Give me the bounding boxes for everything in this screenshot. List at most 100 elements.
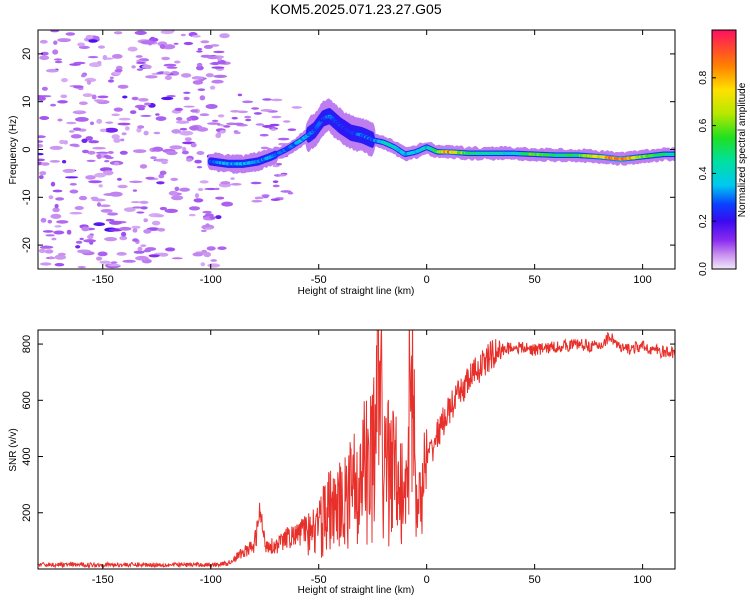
noise-blob (57, 100, 68, 104)
noise-blob (190, 142, 197, 148)
noise-blob (272, 180, 279, 183)
colorbar-tick-label: 0.6 (698, 118, 709, 132)
noise-blob (87, 56, 99, 59)
noise-blob (157, 41, 168, 47)
noise-blob (160, 30, 174, 35)
noise-blob (78, 195, 88, 201)
noise-blob (40, 262, 52, 266)
noise-blob (52, 207, 60, 213)
noise-blob (220, 181, 231, 185)
noise-blob (54, 254, 67, 260)
noise-blob (60, 94, 68, 99)
noise-blob (231, 116, 238, 120)
noise-blob (109, 76, 114, 80)
noise-blob (118, 226, 132, 231)
noise-blob (39, 171, 47, 176)
noise-blob (193, 198, 204, 203)
noise-blob (38, 248, 46, 253)
noise-blob (82, 149, 89, 154)
noise-blob (173, 42, 179, 45)
x-tick-label: -50 (311, 574, 327, 586)
noise-blob (219, 124, 225, 127)
noise-blob (262, 98, 272, 101)
noise-blob (282, 120, 291, 123)
noise-blob (99, 204, 111, 208)
noise-blob (200, 262, 206, 267)
noise-blob (196, 151, 205, 155)
snr-series-line (38, 330, 675, 569)
noise-blob (121, 231, 127, 237)
noise-blob (159, 170, 167, 175)
noise-blob (261, 109, 273, 112)
noise-blob (85, 136, 93, 141)
noise-blob (230, 177, 235, 180)
noise-blob (46, 68, 59, 73)
noise-blob (209, 85, 216, 90)
noise-blob (163, 71, 171, 75)
noise-blob (42, 230, 54, 233)
noise-blob (154, 214, 165, 218)
noise-blob (88, 140, 100, 144)
noise-blob (233, 122, 244, 126)
noise-blob (196, 65, 204, 71)
noise-blob (138, 98, 149, 102)
noise-blob (40, 51, 49, 56)
noise-blob (221, 201, 234, 207)
noise-blob (136, 68, 143, 71)
noise-blob (217, 246, 227, 250)
noise-blob (98, 184, 103, 188)
noise-blob (132, 228, 138, 233)
noise-blob (85, 175, 96, 180)
noise-blob (161, 160, 168, 165)
noise-blob (176, 117, 183, 121)
noise-blob (127, 46, 138, 52)
noise-blob (199, 180, 209, 184)
noise-blob (65, 176, 79, 179)
spectrogram-y-axis: -20 -10 0 10 20 (21, 48, 675, 253)
noise-blob (223, 125, 231, 128)
noise-blob (69, 183, 77, 186)
noise-blob (211, 119, 219, 122)
noise-blob (38, 143, 44, 148)
colorbar (711, 29, 737, 270)
noise-blob (81, 138, 88, 143)
noise-blob (217, 57, 222, 61)
noise-blob (176, 120, 190, 124)
noise-blob (53, 58, 63, 61)
noise-blob (97, 95, 109, 99)
spectrogram-y-label: Frequency (Hz) (8, 116, 19, 185)
noise-blob (200, 40, 210, 44)
noise-blob (69, 189, 79, 194)
noise-blob (141, 64, 152, 69)
noise-blob (261, 194, 270, 197)
noise-blob (119, 235, 128, 241)
noise-blob (38, 158, 46, 162)
noise-blob (73, 127, 82, 131)
noise-blob (105, 218, 115, 222)
noise-blob (52, 49, 59, 55)
noise-blob (191, 35, 201, 38)
x-tick-label: 100 (633, 274, 651, 286)
snr-y-axis: 200 400 600 800 (21, 335, 675, 522)
noise-blob (38, 140, 44, 143)
noise-blob (94, 172, 106, 178)
noise-blob (215, 196, 225, 200)
noise-blob (157, 228, 166, 232)
noise-blob (88, 180, 102, 184)
noise-blob (68, 130, 75, 133)
noise-blob (80, 74, 86, 78)
noise-blob (104, 127, 119, 133)
noise-blob (137, 125, 145, 129)
noise-blob (159, 44, 166, 49)
noise-blob (78, 45, 90, 50)
noise-blob (183, 91, 191, 95)
noise-blob (159, 206, 167, 211)
noise-blob (99, 260, 111, 264)
noise-blob (219, 33, 230, 39)
noise-blob (145, 176, 155, 180)
noise-blob (196, 50, 203, 53)
noise-blob (83, 239, 96, 243)
noise-blob (82, 93, 93, 97)
noise-blob (117, 122, 131, 126)
noise-blob (169, 145, 183, 150)
